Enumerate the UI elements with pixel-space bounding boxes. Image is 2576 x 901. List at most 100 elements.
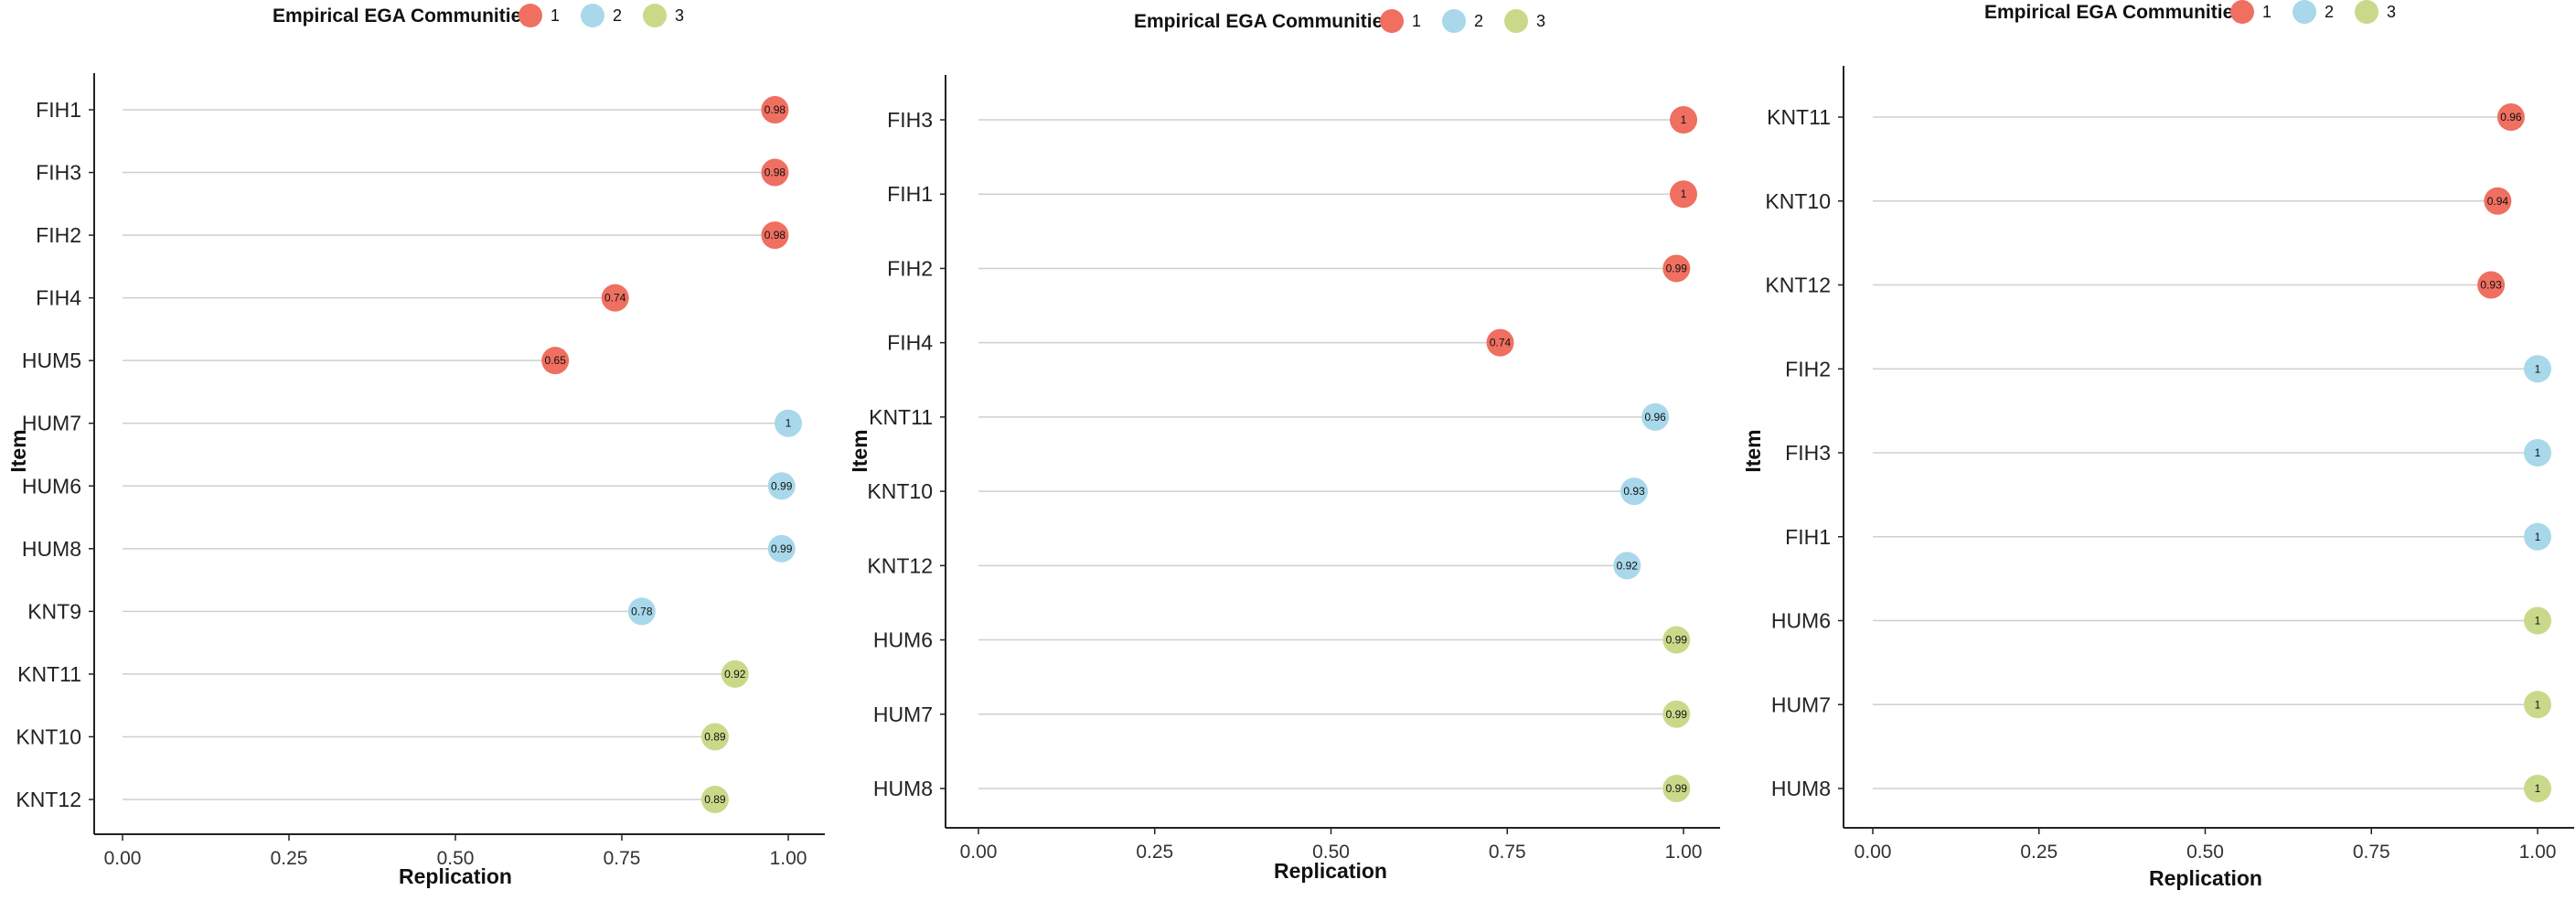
- y-tick-label-HUM6: HUM6: [22, 474, 81, 498]
- y-tick-label-FIH3: FIH3: [887, 108, 933, 132]
- y-tick-label-FIH1: FIH1: [1785, 525, 1831, 549]
- lollipop-point-FIH1: [761, 96, 789, 123]
- lollipop-point-FIH2: [1662, 254, 1691, 283]
- y-tick-label-FIH3: FIH3: [36, 161, 81, 185]
- y-tick-label-FIH4: FIH4: [887, 331, 933, 355]
- y-tick-label-FIH2: FIH2: [887, 256, 933, 280]
- x-axis-label: Replication: [399, 864, 512, 888]
- y-axis-label: Item: [848, 429, 871, 472]
- legend-label-3: 3: [1536, 12, 1545, 30]
- legend-label-3: 3: [675, 6, 684, 25]
- x-tick-label: 0.25: [2020, 842, 2058, 863]
- y-tick-label-FIH1: FIH1: [36, 98, 81, 122]
- lollipop-point-KNT11: [721, 660, 749, 688]
- y-tick-label-FIH2: FIH2: [1785, 357, 1831, 381]
- y-tick-label-KNT11: KNT11: [869, 405, 933, 429]
- y-tick-label-HUM8: HUM8: [22, 537, 81, 561]
- lollipop-point-FIH2: [2524, 355, 2551, 383]
- value-label-HUM6: 1: [2535, 615, 2541, 627]
- legend-label-1: 1: [1412, 12, 1421, 30]
- value-label-FIH1: 1: [1681, 188, 1687, 200]
- y-tick-label-KNT12: KNT12: [1765, 274, 1831, 297]
- x-tick-label: 0.75: [604, 848, 641, 869]
- x-tick-label: 0.50: [437, 848, 475, 869]
- value-label-FIH4: 0.74: [1490, 337, 1512, 349]
- value-label-FIH2: 0.99: [1666, 262, 1688, 274]
- y-tick-label-KNT10: KNT10: [1765, 189, 1831, 213]
- lollipop-point-FIH3: [2524, 439, 2551, 467]
- lollipop-point-KNT12: [700, 786, 729, 813]
- value-label-FIH1: 0.98: [764, 103, 786, 116]
- lollipop-point-FIH3: [761, 158, 789, 187]
- lollipop-point-FIH2: [761, 221, 789, 250]
- y-tick-label-KNT12: KNT12: [16, 788, 81, 811]
- lollipop-point-KNT11: [2496, 103, 2525, 131]
- legend-label-1: 1: [550, 6, 560, 25]
- lollipop-point-FIH3: [1670, 106, 1697, 134]
- y-axis-label: Item: [6, 429, 30, 472]
- x-tick-label: 1.00: [770, 848, 807, 869]
- legend-swatch-1: [518, 4, 542, 27]
- y-tick-label-FIH1: FIH1: [887, 182, 933, 206]
- legend-label-2: 2: [2325, 3, 2334, 21]
- value-label-FIH3: 0.98: [764, 166, 786, 179]
- lollipop-point-FIH4: [601, 284, 629, 312]
- y-tick-label-FIH3: FIH3: [1785, 441, 1831, 465]
- lollipop-point-HUM6: [2524, 606, 2551, 635]
- y-tick-label-HUM8: HUM8: [873, 777, 933, 800]
- lollipop-point-KNT10: [700, 723, 729, 751]
- value-label-HUM7: 1: [2535, 698, 2541, 711]
- lollipop-point-FIH4: [1486, 328, 1514, 357]
- lollipop-point-HUM6: [767, 472, 796, 500]
- value-label-HUM8: 0.99: [1666, 782, 1688, 795]
- value-label-KNT10: 0.94: [2487, 195, 2509, 208]
- y-tick-label-KNT11: KNT11: [1767, 105, 1831, 129]
- legend-swatch-1: [2230, 0, 2254, 24]
- legend-title: Empirical EGA Communities: [1134, 11, 1394, 32]
- value-label-HUM6: 0.99: [1666, 634, 1688, 647]
- legend-label-1: 1: [2262, 3, 2271, 21]
- y-tick-label-HUM7: HUM7: [873, 703, 933, 726]
- value-label-HUM8: 0.99: [771, 542, 793, 555]
- value-label-FIH1: 1: [2535, 531, 2541, 543]
- x-tick-label: 0.25: [1136, 842, 1173, 863]
- x-tick-label: 0.00: [960, 842, 998, 863]
- legend-swatch-3: [1504, 9, 1528, 33]
- legend-label-2: 2: [1474, 12, 1483, 30]
- value-label-HUM6: 0.99: [771, 479, 793, 492]
- x-tick-label: 0.50: [2186, 842, 2224, 863]
- y-tick-label-FIH4: FIH4: [36, 286, 81, 310]
- value-label-KNT12: 0.92: [1617, 559, 1639, 572]
- value-label-KNT10: 0.89: [704, 730, 726, 743]
- value-label-HUM7: 1: [786, 417, 792, 430]
- lollipop-point-FIH1: [2524, 522, 2551, 551]
- x-tick-label: 0.75: [2353, 842, 2390, 863]
- x-axis-label: Replication: [1274, 859, 1387, 883]
- lollipop-point-HUM5: [541, 347, 570, 375]
- lollipop-point-KNT10: [1620, 477, 1649, 506]
- y-tick-label-HUM5: HUM5: [22, 349, 81, 372]
- lollipop-point-HUM7: [2524, 691, 2551, 719]
- lollipop-point-HUM7: [1662, 700, 1691, 728]
- legend-swatch-3: [2355, 0, 2378, 24]
- value-label-HUM5: 0.65: [545, 354, 567, 367]
- legend-swatch-2: [1442, 9, 1466, 33]
- value-label-KNT11: 0.96: [2500, 111, 2522, 123]
- lollipop-point-KNT12: [1613, 552, 1641, 580]
- value-label-FIH3: 1: [2535, 446, 2541, 459]
- lollipop-point-KNT11: [1641, 402, 1670, 431]
- x-tick-label: 0.00: [1855, 842, 1892, 863]
- y-tick-label-HUM8: HUM8: [1771, 777, 1831, 800]
- legend-swatch-1: [1380, 9, 1404, 33]
- lollipop-point-KNT12: [2477, 271, 2506, 299]
- y-tick-label-HUM6: HUM6: [1771, 609, 1831, 633]
- y-tick-label-KNT11: KNT11: [17, 662, 81, 686]
- x-tick-label: 0.75: [1489, 842, 1526, 863]
- lollipop-point-HUM8: [1662, 775, 1691, 802]
- chart-panel-1: Empirical EGA Communities 1 2 3 0.00 0.25 0.50…: [6, 4, 825, 888]
- x-tick-label: 0.50: [1312, 842, 1350, 863]
- x-tick-label: 1.00: [1665, 842, 1703, 863]
- value-label-KNT12: 0.89: [704, 793, 726, 806]
- lollipop-point-HUM7: [775, 409, 802, 437]
